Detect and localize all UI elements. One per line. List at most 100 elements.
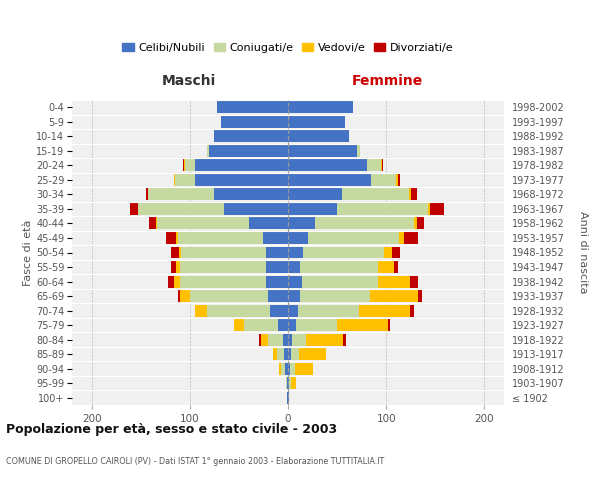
Bar [288,261,300,273]
Bar [176,232,178,244]
Bar [289,378,291,389]
Bar [206,304,271,316]
Bar [217,102,288,113]
Bar [359,304,410,316]
Bar [288,232,308,244]
Bar [337,319,388,331]
Bar [398,174,400,186]
Bar [180,261,266,273]
Bar [214,188,288,200]
Bar [288,130,349,142]
Bar [370,290,418,302]
Bar [288,218,316,230]
Bar [260,334,268,345]
Bar [416,218,424,230]
Bar [303,246,384,258]
Legend: Celibi/Nubili, Coniugati/e, Vedovi/e, Divorziati/e: Celibi/Nubili, Coniugati/e, Vedovi/e, Di… [118,38,458,58]
Bar [285,362,288,374]
Bar [180,276,266,287]
Y-axis label: Fasce di età: Fasce di età [23,220,33,286]
Bar [288,160,367,172]
Bar [195,304,206,316]
Bar [268,290,288,302]
Bar [316,218,413,230]
Bar [287,392,288,404]
Bar [299,348,326,360]
Bar [308,232,399,244]
Bar [430,203,444,215]
Bar [288,145,357,157]
Bar [295,362,313,374]
Bar [209,145,288,157]
Bar [394,261,398,273]
Bar [288,334,292,345]
Bar [288,290,300,302]
Bar [384,246,392,258]
Bar [357,145,359,157]
Bar [379,261,394,273]
Bar [184,160,185,172]
Bar [268,334,283,345]
Bar [279,362,281,374]
Bar [337,203,428,215]
Bar [249,218,288,230]
Bar [292,334,305,345]
Bar [190,290,268,302]
Bar [288,276,302,287]
Bar [288,102,353,113]
Bar [290,362,295,374]
Bar [266,261,288,273]
Bar [208,145,209,157]
Bar [195,174,288,186]
Bar [286,378,287,389]
Bar [288,174,371,186]
Bar [404,232,418,244]
Bar [411,188,416,200]
Bar [392,246,400,258]
Bar [283,334,288,345]
Bar [221,116,288,128]
Bar [396,174,398,186]
Bar [224,203,288,215]
Bar [410,276,418,287]
Bar [277,348,284,360]
Bar [288,319,296,331]
Text: Maschi: Maschi [161,74,216,88]
Bar [288,362,290,374]
Bar [288,348,291,360]
Bar [342,188,409,200]
Bar [149,218,157,230]
Text: Popolazione per età, sesso e stato civile - 2003: Popolazione per età, sesso e stato civil… [6,422,337,436]
Bar [381,160,382,172]
Bar [305,334,343,345]
Bar [244,319,278,331]
Bar [130,203,138,215]
Bar [157,218,249,230]
Bar [281,362,285,374]
Bar [410,304,413,316]
Bar [291,348,299,360]
Bar [288,392,289,404]
Bar [174,276,180,287]
Bar [288,378,289,389]
Bar [181,246,266,258]
Bar [278,319,288,331]
Bar [287,378,288,389]
Bar [174,174,175,186]
Bar [266,276,288,287]
Bar [409,188,411,200]
Bar [288,116,345,128]
Bar [179,246,181,258]
Bar [273,348,277,360]
Bar [399,232,404,244]
Bar [180,290,190,302]
Bar [418,290,422,302]
Bar [343,334,346,345]
Bar [296,319,337,331]
Bar [379,276,410,287]
Bar [284,348,288,360]
Bar [263,232,288,244]
Bar [300,261,379,273]
Bar [171,246,179,258]
Bar [166,232,176,244]
